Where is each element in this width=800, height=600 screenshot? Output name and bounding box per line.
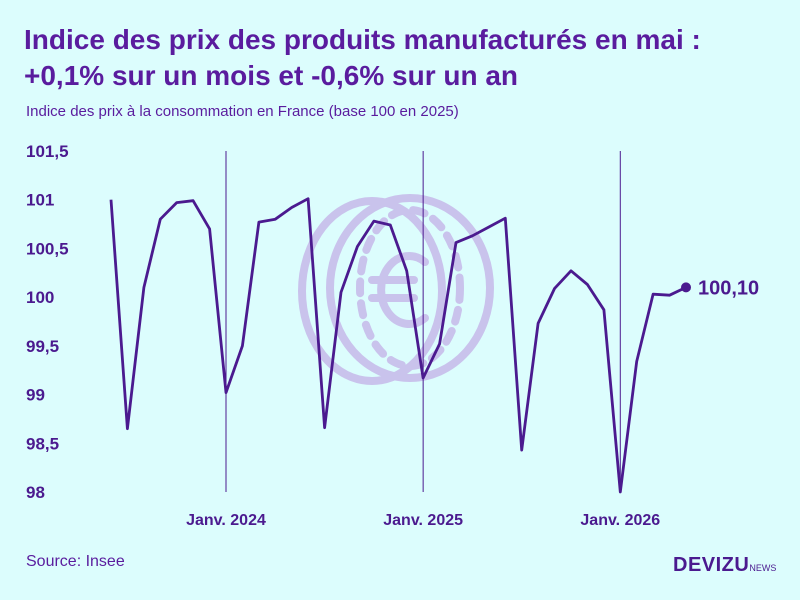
y-tick-label: 100	[26, 288, 54, 307]
brand-sub: NEWS	[749, 563, 777, 573]
series-line	[109, 197, 687, 494]
y-tick-label: 100,5	[26, 239, 69, 258]
y-tick-label: 101	[26, 191, 54, 210]
y-tick-label: 101,5	[26, 142, 69, 161]
euro-coin-icon	[298, 194, 494, 385]
x-tick-label: Janv. 2025	[383, 512, 463, 529]
y-tick-label: 99	[26, 386, 45, 405]
y-tick-label: 99,5	[26, 337, 59, 356]
chart-title: Indice des prix des produits manufacturé…	[24, 24, 701, 91]
end-point-marker	[681, 282, 691, 293]
chart-subtitle: Indice des prix à la consommation en Fra…	[26, 103, 459, 120]
x-tick-label: Janv. 2024	[186, 512, 266, 529]
y-tick-label: 98,5	[26, 434, 59, 453]
source-note: Source: Insee	[26, 553, 125, 570]
brand-logo: DEVIZUNEWS	[673, 554, 776, 577]
brand-main: DEVIZU	[673, 554, 750, 576]
y-tick-label: 98	[26, 483, 45, 502]
end-value-label: 100,10	[698, 277, 759, 299]
x-tick-label: Janv. 2026	[580, 512, 660, 529]
